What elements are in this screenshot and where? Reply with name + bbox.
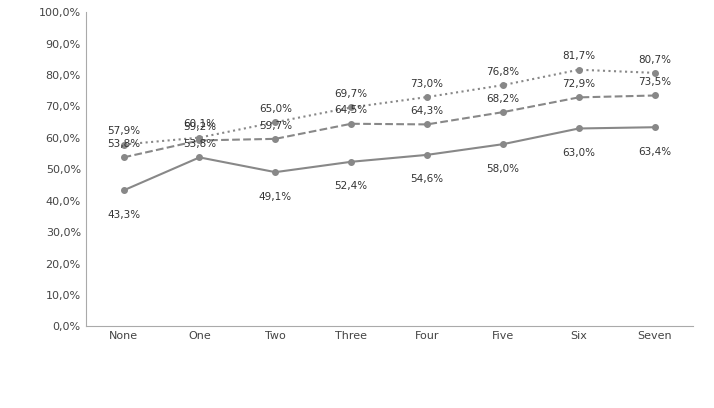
Text: 81,7%: 81,7% [562,51,595,61]
Text: 63,0%: 63,0% [563,148,595,158]
Text: 69,7%: 69,7% [335,89,368,99]
Text: 72,9%: 72,9% [562,79,595,89]
Text: 68,2%: 68,2% [486,94,520,104]
Text: 52,4%: 52,4% [335,181,368,191]
Text: 64,3%: 64,3% [411,106,443,116]
Text: 76,8%: 76,8% [486,67,520,77]
Text: 63,4%: 63,4% [638,146,671,157]
Text: 53,8%: 53,8% [183,139,216,149]
Text: 43,3%: 43,3% [107,210,140,220]
Text: 54,6%: 54,6% [411,174,443,184]
Text: 49,1%: 49,1% [258,192,292,202]
Legend: Wom en aged 18-39 years, Wom en aged 40-59 years, Wom en aged 60 years and over: Wom en aged 18-39 years, Wom en aged 40-… [100,404,678,408]
Text: 53,8%: 53,8% [107,139,140,149]
Text: 60,1%: 60,1% [183,119,216,129]
Text: 73,5%: 73,5% [638,77,671,87]
Text: 57,9%: 57,9% [107,126,140,136]
Text: 58,0%: 58,0% [486,164,519,174]
Text: 73,0%: 73,0% [411,79,443,89]
Text: 80,7%: 80,7% [638,55,671,64]
Text: 64,5%: 64,5% [335,105,368,115]
Text: 65,0%: 65,0% [259,104,292,114]
Text: 59,2%: 59,2% [183,122,216,132]
Text: 59,7%: 59,7% [258,120,292,131]
